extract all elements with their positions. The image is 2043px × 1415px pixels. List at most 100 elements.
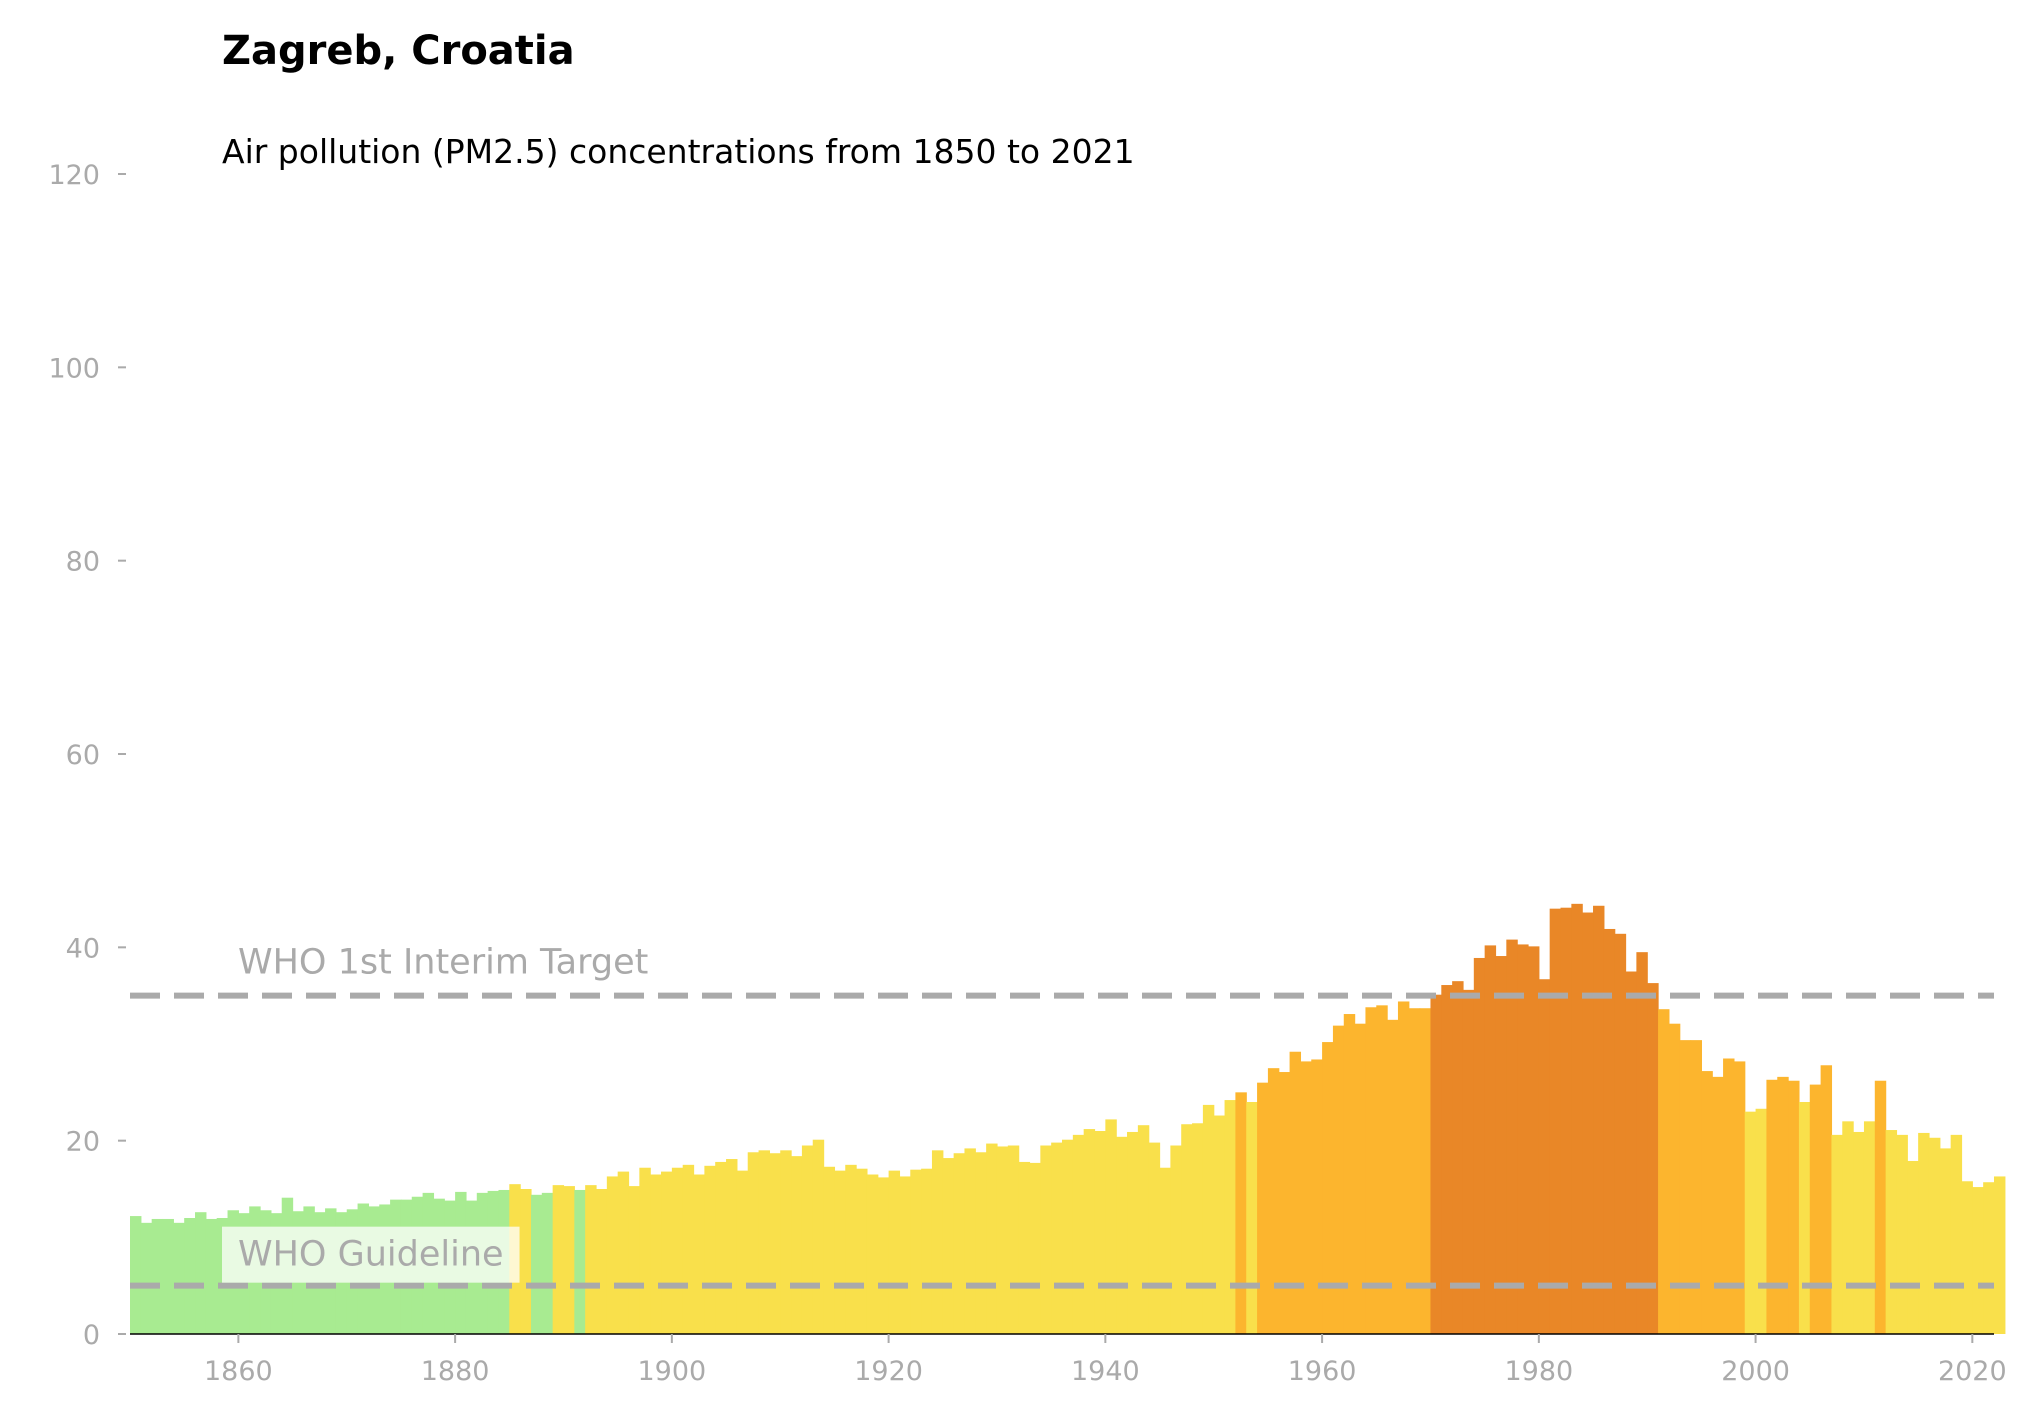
bar-1978 [1517, 944, 1529, 1334]
y-tick-label-100: 100 [48, 353, 100, 384]
bar-1948 [1192, 1123, 1204, 1334]
bar-1966 [1387, 1019, 1399, 1334]
bar-1904 [715, 1161, 727, 1334]
bar-1956 [1278, 1072, 1291, 1334]
bar-1999 [1744, 1111, 1757, 1334]
bar-1959 [1311, 1059, 1323, 1334]
bar-1938 [1083, 1129, 1096, 1334]
x-tick-label-1880: 1880 [421, 1356, 490, 1387]
bar-1994 [1690, 1040, 1702, 1334]
bar-1981 [1549, 908, 1562, 1334]
bar-1949 [1202, 1104, 1215, 1334]
bar-1853 [162, 1218, 174, 1334]
bar-1924 [931, 1150, 944, 1334]
x-tick-label-1860: 1860 [204, 1356, 273, 1387]
bar-1983 [1571, 903, 1583, 1334]
bar-1922 [910, 1169, 922, 1334]
bar-1915 [834, 1170, 846, 1334]
bar-2010 [1863, 1121, 1876, 1334]
chart-title: Zagreb, Croatia [222, 28, 575, 74]
bar-1914 [823, 1166, 836, 1334]
bar-2009 [1853, 1131, 1865, 1334]
bar-2007 [1831, 1134, 1843, 1334]
bar-1996 [1712, 1076, 1724, 1334]
bar-1936 [1062, 1139, 1074, 1334]
bar-2008 [1842, 1121, 1854, 1334]
bar-1957 [1289, 1051, 1302, 1334]
bar-1989 [1636, 952, 1648, 1334]
bar-1900 [671, 1167, 684, 1334]
bar-1991 [1658, 1009, 1670, 1334]
reference-label-box-1 [222, 1226, 520, 1283]
bar-1958 [1300, 1061, 1312, 1334]
bar-1931 [1007, 1145, 1020, 1334]
x-tick-label-1980: 1980 [1504, 1356, 1573, 1387]
reference-label-1: WHO Guideline [238, 1235, 504, 1275]
bar-1941 [1116, 1136, 1128, 1334]
bar-2005 [1809, 1084, 1822, 1334]
bar-1964 [1365, 1007, 1377, 1334]
bar-2017 [1939, 1148, 1952, 1334]
x-tick-label-1920: 1920 [854, 1356, 923, 1387]
bar-2015 [1918, 1132, 1930, 1334]
x-tick-label-1940: 1940 [1071, 1356, 1140, 1387]
bar-1896 [628, 1186, 640, 1334]
bar-1894 [606, 1176, 619, 1334]
bar-2000 [1755, 1108, 1768, 1334]
bar-1952 [1235, 1092, 1247, 1334]
bar-1929 [986, 1143, 998, 1334]
chart-subtitle: Air pollution (PM2.5) concentrations fro… [222, 132, 1135, 171]
bar-1889 [552, 1185, 565, 1334]
bar-2021 [1983, 1182, 1995, 1334]
bar-1856 [195, 1212, 207, 1334]
bar-1950 [1213, 1115, 1226, 1334]
bar-1988 [1625, 971, 1637, 1334]
bar-1903 [704, 1165, 716, 1334]
bar-2012 [1885, 1130, 1898, 1334]
bar-2013 [1896, 1134, 1908, 1334]
bar-1997 [1723, 1058, 1735, 1334]
reference-label-box-0 [222, 934, 665, 991]
bar-1908 [758, 1150, 770, 1334]
bar-1985 [1593, 905, 1605, 1334]
y-tick-label-120: 120 [48, 160, 100, 191]
bar-1899 [661, 1171, 673, 1334]
bar-1921 [899, 1176, 911, 1334]
bar-1945 [1159, 1167, 1171, 1334]
bar-1928 [975, 1152, 987, 1334]
reference-label-0: WHO 1st Interim Target [238, 943, 648, 983]
bar-1897 [639, 1167, 651, 1334]
bar-1911 [791, 1156, 803, 1334]
axes: 1860 1880 1900 1920 1940 1960 1980 2000 2020 0 20 4… [48, 160, 2006, 1387]
bar-1995 [1701, 1071, 1713, 1334]
bar-1974 [1473, 957, 1486, 1334]
bar-1951 [1224, 1100, 1236, 1334]
bar-1987 [1614, 933, 1627, 1334]
bar-1888 [541, 1192, 554, 1334]
bar-1986 [1603, 928, 1616, 1334]
bar-1934 [1040, 1145, 1052, 1334]
bar-1977 [1506, 939, 1518, 1334]
bar-1907 [747, 1152, 760, 1334]
bar-1946 [1170, 1145, 1182, 1334]
y-tick-label-60: 60 [66, 740, 100, 771]
y-tick-label-20: 20 [66, 1127, 100, 1158]
bar-2014 [1907, 1160, 1919, 1334]
bar-1939 [1094, 1131, 1106, 1334]
bar-1962 [1343, 1014, 1356, 1334]
bar-1932 [1018, 1161, 1031, 1334]
bar-1892 [585, 1185, 597, 1334]
bar-1953 [1246, 1102, 1258, 1334]
x-tick-label-1900: 1900 [638, 1356, 707, 1387]
bar-1968 [1408, 1008, 1421, 1334]
bar-1850 [130, 1216, 142, 1334]
bar-1910 [780, 1150, 792, 1334]
bar-1890 [563, 1186, 575, 1334]
bar-1906 [736, 1170, 749, 1334]
bar-1917 [856, 1168, 868, 1334]
bar-1916 [845, 1164, 857, 1334]
bar-1893 [596, 1189, 608, 1334]
bar-1895 [617, 1171, 630, 1334]
bar-2019 [1961, 1181, 1973, 1334]
